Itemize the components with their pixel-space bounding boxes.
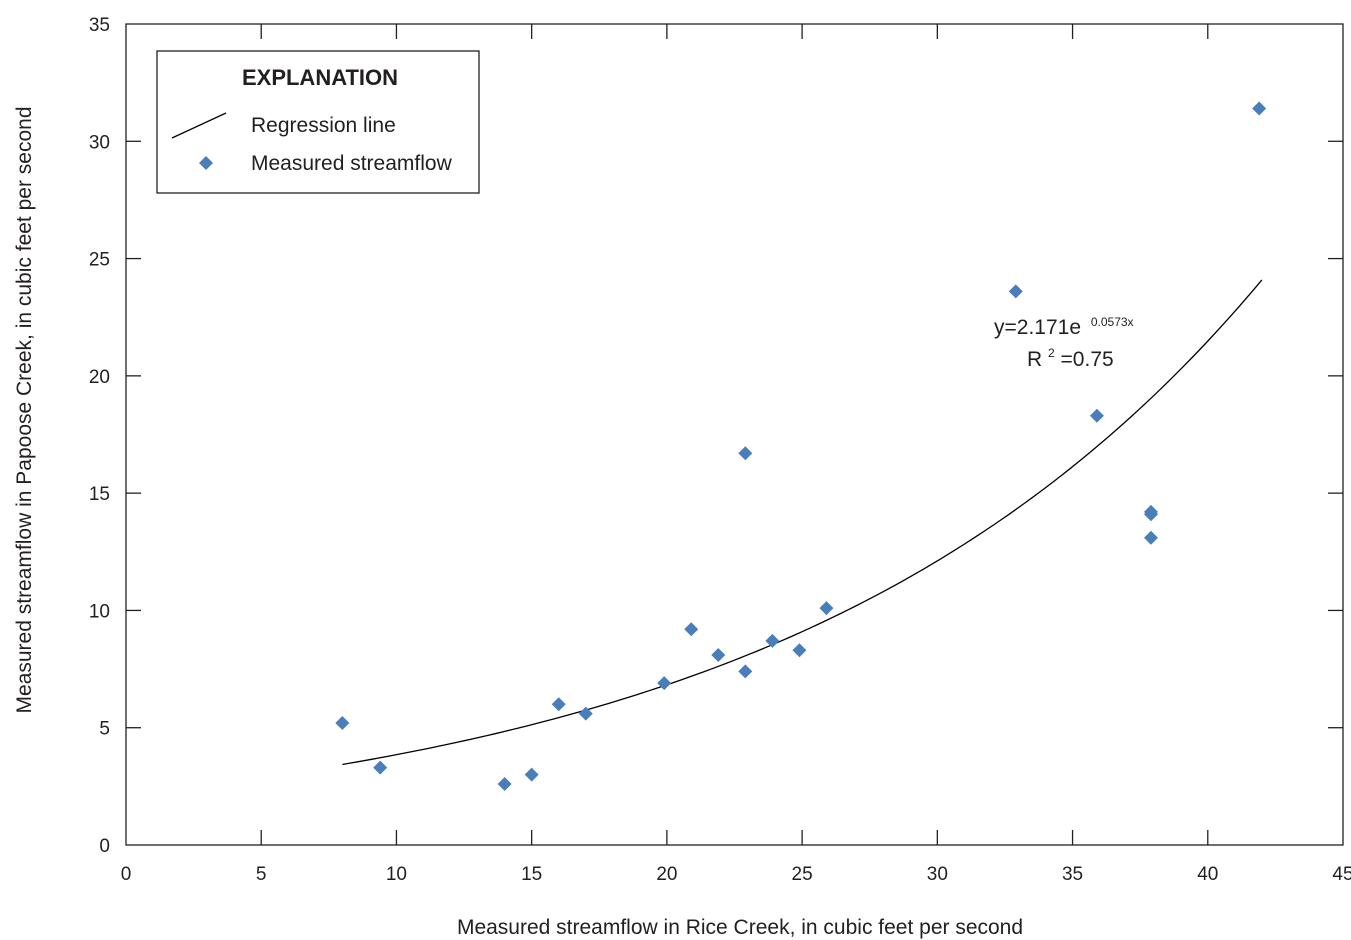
r-squared: R 2 =0.75: [1027, 339, 1114, 371]
data-point: [373, 760, 388, 775]
data-point: [819, 601, 834, 616]
r-squared-value: =0.75: [1061, 348, 1114, 371]
data-point: [335, 716, 350, 731]
equation-exponent: 0.0573x: [1091, 315, 1134, 329]
axis-ticks: [126, 24, 1343, 845]
y-tick-label: 10: [89, 601, 110, 622]
legend-box: [156, 50, 480, 194]
equation-main: y=2.171e: [994, 316, 1081, 339]
y-tick-label: 30: [89, 132, 110, 153]
x-axis-title: Measured streamflow in Rice Creek, in cu…: [457, 916, 1023, 939]
data-point: [497, 777, 512, 792]
data-point: [1089, 408, 1104, 423]
legend-entry-regression-line: Regression line: [251, 114, 396, 137]
data-point: [524, 767, 539, 782]
x-tick-label: 0: [121, 864, 132, 885]
legend: EXPLANATION Regression line Measured str…: [156, 50, 480, 194]
plot-frame: [125, 23, 1344, 846]
data-point: [1252, 101, 1267, 116]
y-tick-label: 25: [89, 250, 110, 271]
axis-tick-labels: 0 5 10 15 20 25 30 35 40 45 0 5 10 15 20 25 30 35: [89, 15, 1351, 885]
r-squared-prefix: R: [1027, 348, 1042, 371]
data-point: [1143, 530, 1158, 545]
y-tick-label: 20: [89, 367, 110, 388]
x-tick-label: 40: [1197, 864, 1218, 885]
data-point: [738, 664, 753, 679]
data-point: [738, 446, 753, 461]
data-point: [1008, 284, 1023, 299]
legend-diamond-swatch: [199, 156, 213, 170]
x-tick-label: 30: [927, 864, 948, 885]
y-tick-label: 15: [89, 484, 110, 505]
data-point: [684, 622, 699, 637]
data-points: [335, 101, 1267, 792]
legend-line-swatch: [171, 112, 227, 139]
y-tick-label: 35: [89, 15, 110, 36]
regression-line: [342, 279, 1263, 766]
x-tick-label: 15: [521, 864, 542, 885]
data-point: [578, 706, 593, 721]
legend-entry-measured-streamflow: Measured streamflow: [251, 152, 453, 175]
data-point: [657, 676, 672, 691]
data-point: [792, 643, 807, 658]
y-tick-label: 0: [99, 836, 110, 857]
x-tick-label: 10: [386, 864, 407, 885]
r-squared-superscript: 2: [1048, 346, 1055, 360]
data-point: [551, 697, 566, 712]
x-tick-label: 45: [1332, 864, 1351, 885]
data-point: [711, 647, 726, 662]
y-tick-label: 5: [99, 719, 110, 740]
y-axis-title: Measured streamflow in Papoose Creek, in…: [13, 107, 36, 714]
data-point: [1143, 507, 1158, 522]
data-point: [765, 633, 780, 648]
x-tick-label: 35: [1062, 864, 1083, 885]
regression-equation: y=2.171e 0.0573x: [994, 315, 1134, 339]
x-tick-label: 25: [792, 864, 813, 885]
legend-title: EXPLANATION: [242, 65, 398, 90]
x-tick-label: 5: [256, 864, 267, 885]
x-tick-label: 20: [656, 864, 677, 885]
